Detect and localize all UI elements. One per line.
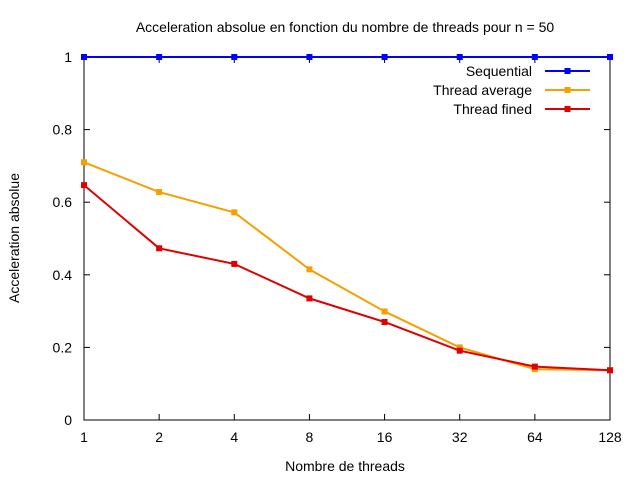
data-point bbox=[231, 209, 238, 216]
legend-swatch-marker bbox=[564, 87, 571, 93]
data-point bbox=[456, 344, 463, 351]
legend-label: Sequential bbox=[466, 63, 532, 79]
x-tick-label: 128 bbox=[598, 429, 622, 445]
y-tick-label: 0.6 bbox=[53, 194, 73, 210]
data-point bbox=[456, 54, 463, 60]
x-axis-label: Nombre de threads bbox=[285, 458, 405, 474]
legend-item-thread-fined: Thread fined bbox=[453, 101, 590, 117]
data-point bbox=[607, 367, 613, 374]
data-point bbox=[531, 363, 538, 370]
data-point bbox=[306, 295, 313, 302]
data-point bbox=[156, 245, 163, 252]
data-point bbox=[607, 54, 613, 60]
data-point bbox=[156, 54, 163, 60]
data-point bbox=[81, 182, 87, 189]
data-point bbox=[456, 347, 463, 354]
series-thread-average bbox=[81, 159, 613, 374]
data-point bbox=[156, 189, 163, 196]
data-point bbox=[306, 266, 313, 273]
y-axis-label: Acceleration absolue bbox=[6, 173, 22, 303]
legend-label: Thread fined bbox=[453, 101, 532, 117]
y-tick-label: 0 bbox=[64, 412, 72, 428]
x-tick-label: 2 bbox=[155, 429, 163, 445]
x-tick-label: 64 bbox=[527, 429, 543, 445]
data-point bbox=[306, 54, 313, 60]
series-line bbox=[83, 161, 611, 372]
data-point bbox=[381, 318, 388, 325]
y-tick-label: 0.4 bbox=[53, 267, 73, 283]
data-point bbox=[81, 54, 87, 60]
data-point bbox=[381, 308, 388, 315]
x-tick-label: 4 bbox=[230, 429, 238, 445]
data-point bbox=[81, 159, 87, 166]
legend-swatch-marker bbox=[564, 106, 571, 112]
x-tick-label: 16 bbox=[377, 429, 393, 445]
axes: 0 0.2 0.4 0.6 0.8 1 1 2 4 8 16 32 64 128 bbox=[53, 49, 622, 445]
y-tick-label: 0.8 bbox=[53, 122, 73, 138]
data-point bbox=[531, 54, 538, 60]
data-point bbox=[231, 54, 238, 60]
legend-label: Thread average bbox=[433, 82, 532, 98]
x-tick-label: 8 bbox=[306, 429, 314, 445]
chart-title: Acceleration absolue en fonction du nomb… bbox=[136, 19, 555, 35]
series-sequential bbox=[81, 54, 613, 60]
x-tick-label: 32 bbox=[452, 429, 468, 445]
legend-item-sequential: Sequential bbox=[466, 63, 590, 79]
y-tick-label: 0.2 bbox=[53, 339, 73, 355]
legend-swatch-marker bbox=[564, 68, 571, 74]
series-layer bbox=[81, 54, 613, 374]
x-tick-label: 1 bbox=[80, 429, 88, 445]
series-line bbox=[83, 184, 611, 372]
series-thread-fined bbox=[81, 182, 613, 374]
y-tick-label: 1 bbox=[64, 49, 72, 65]
legend: Sequential Thread average Thread fined bbox=[433, 63, 590, 117]
data-point bbox=[231, 260, 238, 267]
data-point bbox=[381, 54, 388, 60]
legend-item-thread-average: Thread average bbox=[433, 82, 590, 98]
